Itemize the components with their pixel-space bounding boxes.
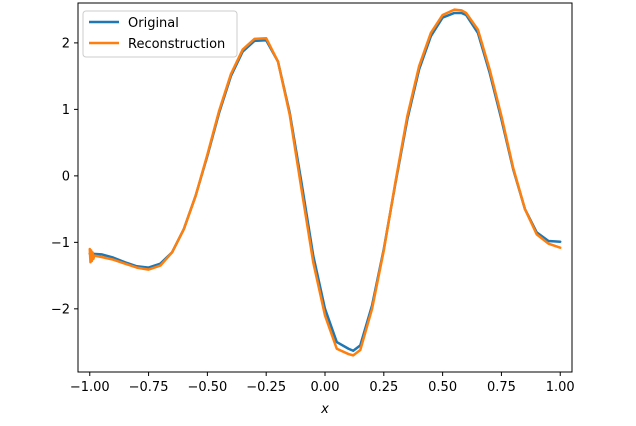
legend: Original Reconstruction [82,10,238,58]
x-tick-label: −0.25 [246,380,286,395]
y-tick-label: 0 [62,169,70,184]
x-tick-label: 0.00 [311,380,340,395]
y-tick-label: −2 [51,302,70,317]
series-layer [88,8,562,357]
y-tick-label: 1 [62,103,70,118]
legend-frame [82,10,238,58]
y-tick-label: −1 [51,236,70,251]
x-axis: −1.00 −0.75 −0.50 −0.25 0.00 0.25 0.50 0.75 1.00 [70,372,575,395]
y-tick-label: 2 [62,36,70,51]
legend-label-original: Original [128,16,179,31]
series-line-reconstruction [88,8,562,357]
x-tick-label: −0.75 [129,380,169,395]
x-tick-label: 0.25 [369,380,398,395]
x-tick-label: 1.00 [546,380,575,395]
legend-label-reconstruction: Reconstruction [128,37,225,52]
x-tick-label: −1.00 [70,380,110,395]
x-tick-label: −0.50 [187,380,227,395]
x-tick-label: 0.50 [428,380,457,395]
y-axis: −2 −1 0 1 2 [51,36,78,317]
x-tick-label: 0.75 [487,380,516,395]
x-axis-label: x [320,402,329,417]
